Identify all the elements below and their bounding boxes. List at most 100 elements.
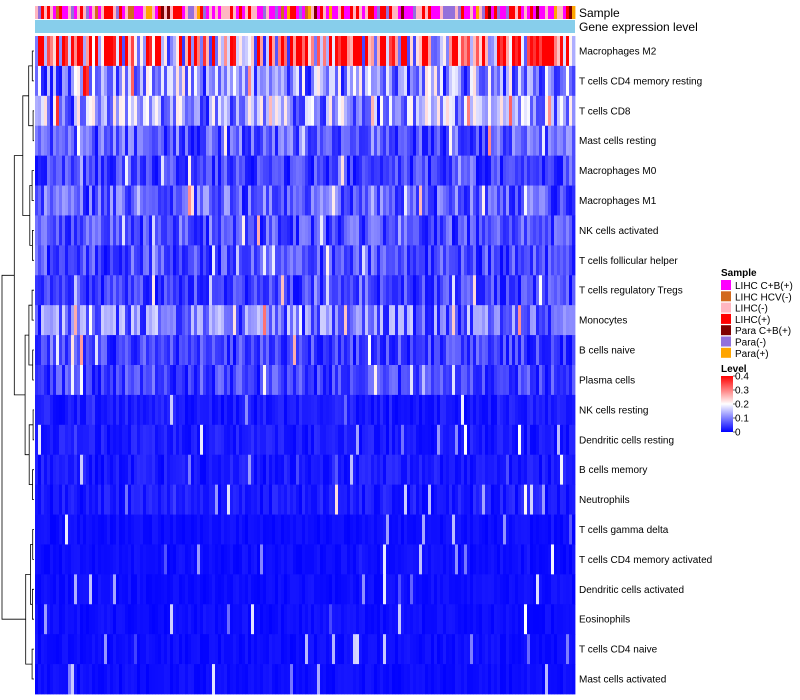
heatmap-cell: [557, 484, 561, 515]
heatmap-cell: [500, 454, 504, 486]
heatmap-cell: [500, 634, 504, 665]
heatmap-cell: [470, 514, 474, 545]
heatmap-cell: [566, 544, 570, 575]
heatmap-cell: [86, 95, 90, 127]
heatmap-cell: [323, 424, 327, 456]
heatmap-cell: [368, 365, 372, 396]
heatmap-cell: [185, 95, 189, 127]
heatmap-cell: [128, 185, 132, 216]
heatmap-cell: [107, 394, 111, 426]
heatmap-cell: [155, 544, 159, 575]
heatmap-cell: [347, 365, 351, 396]
heatmap-cell: [215, 335, 219, 366]
heatmap-cell: [518, 185, 522, 216]
heatmap-cell: [263, 365, 267, 396]
heatmap-cell: [404, 634, 408, 665]
heatmap-cell: [341, 664, 345, 695]
heatmap-cell: [161, 215, 165, 246]
heatmap-cell: [59, 125, 63, 157]
heatmap-cell: [512, 305, 516, 336]
heatmap-cell: [443, 245, 447, 276]
heatmap-cell: [272, 215, 276, 246]
heatmap-cell: [551, 215, 555, 246]
heatmap-cell: [128, 664, 132, 695]
heatmap-cell: [482, 514, 486, 545]
heatmap-cell: [56, 574, 60, 605]
heatmap-cell: [392, 454, 396, 486]
heatmap-cell: [422, 604, 426, 635]
heatmap-cell: [275, 305, 279, 336]
heatmap-cell: [146, 65, 150, 97]
heatmap-cell: [443, 634, 447, 665]
heatmap-cell: [500, 95, 504, 127]
heatmap-cell: [317, 544, 321, 575]
heatmap-cell: [365, 36, 369, 67]
heatmap-cell: [338, 454, 342, 486]
heatmap-cell: [527, 215, 531, 246]
heatmap-cell: [176, 604, 180, 635]
heatmap-cell: [482, 215, 486, 246]
heatmap-cell: [272, 454, 276, 486]
heatmap-cell: [125, 215, 129, 246]
heatmap-cell: [356, 245, 360, 276]
heatmap-cell: [98, 604, 102, 635]
heatmap-cell: [113, 424, 117, 456]
heatmap-cell: [374, 514, 378, 545]
heatmap-cell: [92, 454, 96, 486]
heatmap-cell: [248, 454, 252, 486]
heatmap-cell: [77, 215, 81, 246]
heatmap-cell: [368, 245, 372, 276]
heatmap-cell: [296, 394, 300, 426]
heatmap-cell: [209, 514, 213, 545]
heatmap-cell: [533, 394, 537, 426]
heatmap-cell: [161, 454, 165, 486]
heatmap-cell: [380, 275, 384, 306]
heatmap-cell: [428, 185, 432, 216]
heatmap-cell: [155, 454, 159, 486]
heatmap-cell: [407, 664, 411, 695]
heatmap-cell: [179, 365, 183, 396]
heatmap-cell: [44, 634, 48, 665]
heatmap-cell: [362, 484, 366, 515]
heatmap-cell: [497, 95, 501, 127]
heatmap-cell: [170, 185, 174, 216]
heatmap-cell: [554, 215, 558, 246]
heatmap-cell: [140, 335, 144, 366]
heatmap-cell: [542, 544, 546, 575]
heatmap-cell: [428, 604, 432, 635]
heatmap-cell: [332, 245, 336, 276]
heatmap-cell: [131, 305, 135, 336]
heatmap-cell: [566, 664, 570, 695]
heatmap-cell: [467, 36, 471, 67]
heatmap-cell: [47, 185, 51, 216]
heatmap-cell: [62, 275, 66, 306]
heatmap-cell: [137, 155, 141, 186]
heatmap-cell: [287, 125, 291, 157]
heatmap-cell: [209, 424, 213, 456]
heatmap-cell: [311, 335, 315, 366]
heatmap-cell: [107, 245, 111, 276]
heatmap-cell: [563, 544, 567, 575]
heatmap-cell: [56, 664, 60, 695]
heatmap-cell: [245, 65, 249, 97]
heatmap-cell: [512, 634, 516, 665]
heatmap-cell: [557, 95, 561, 127]
heatmap-cell: [458, 125, 462, 157]
heatmap-cell: [254, 305, 258, 336]
heatmap-cell: [467, 604, 471, 635]
heatmap-cell: [260, 275, 264, 306]
heatmap-cell: [539, 574, 543, 605]
heatmap-cell: [485, 155, 489, 186]
heatmap-cell: [413, 125, 417, 157]
heatmap-cell: [539, 215, 543, 246]
heatmap-cell: [257, 424, 261, 456]
heatmap-cell: [311, 305, 315, 336]
heatmap-cell: [440, 36, 444, 67]
heatmap-cell: [149, 155, 153, 186]
heatmap-cell: [320, 215, 324, 246]
heatmap-cell: [290, 155, 294, 186]
heatmap-cell: [488, 215, 492, 246]
heatmap-cell: [377, 544, 381, 575]
heatmap-cell: [446, 604, 450, 635]
heatmap-cell: [179, 574, 183, 605]
